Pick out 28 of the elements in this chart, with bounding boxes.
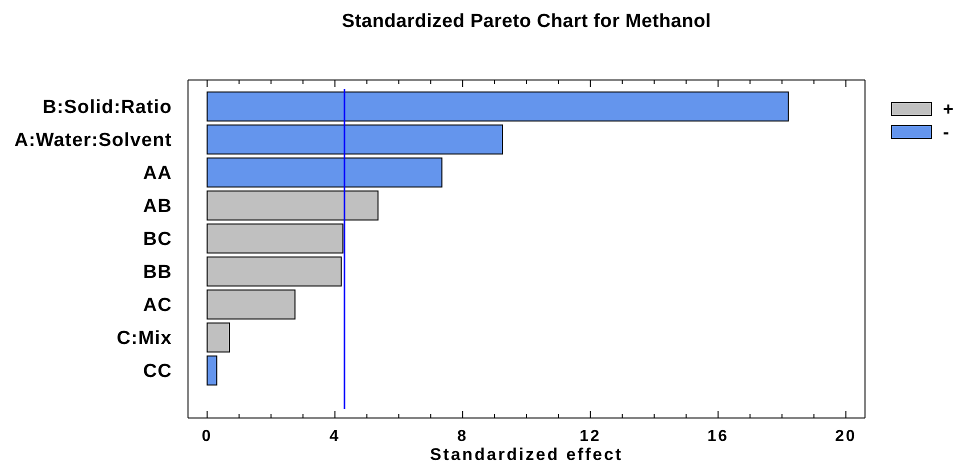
y-tick-label: C:Mix [116,328,172,350]
x-tick-label: 4 [330,428,340,445]
bar [206,256,342,286]
bar [206,91,789,122]
bar [206,157,442,188]
bar [206,124,504,154]
y-tick-label: AB [143,196,172,218]
y-tick-label: B:Solid:Ratio [42,97,172,118]
x-tick-label: 16 [707,428,729,445]
bar [206,190,379,220]
y-tick-label: A:Water:Solvent [14,130,172,152]
bar [206,289,296,320]
y-tick-label: BC [143,229,172,250]
y-tick-label: BB [143,262,172,284]
legend-label: + [943,98,954,118]
bar [206,223,344,254]
x-tick-label: 20 [835,428,857,445]
bar [206,322,230,352]
legend-label: - [943,122,949,142]
x-tick-label: 8 [457,428,468,445]
chart-title: Standardized Pareto Chart for Methanol [340,10,712,34]
x-tick-label: 0 [202,428,213,445]
y-tick-label: AC [143,295,172,316]
x-axis-title: Standardized effect [430,445,623,464]
y-tick-label: AA [143,163,172,184]
y-tick-label: CC [143,361,172,382]
x-tick-label: 12 [580,428,602,445]
bar [206,355,218,386]
